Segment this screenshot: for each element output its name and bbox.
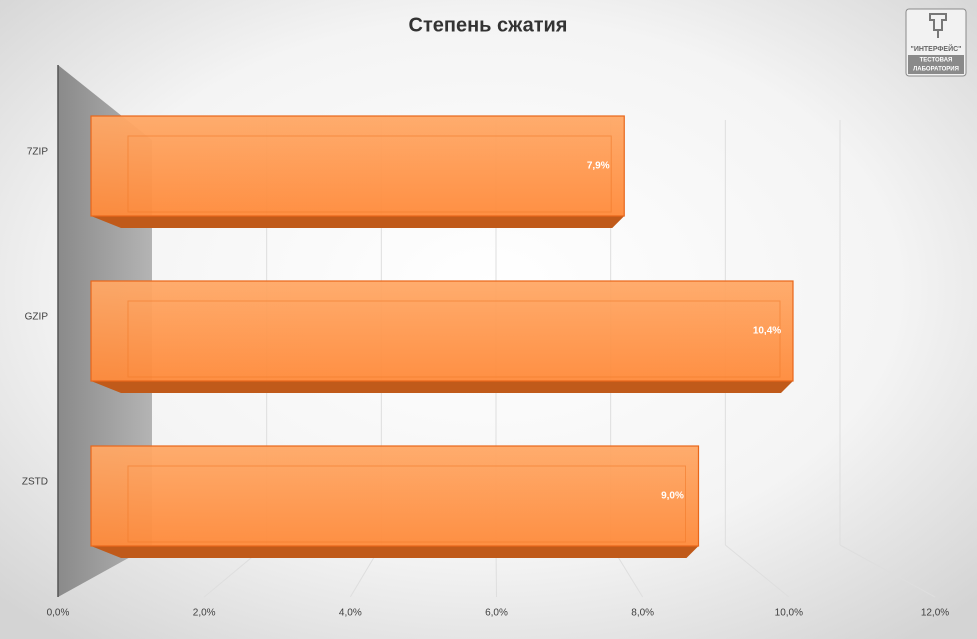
- x-tick-label: 8,0%: [631, 608, 654, 619]
- bar: [90, 280, 794, 382]
- x-tick-label: 0,0%: [47, 608, 70, 619]
- logo-icon: [929, 13, 947, 38]
- x-tick-label: 12,0%: [921, 608, 949, 619]
- bar-inner: [127, 465, 686, 543]
- bar: [90, 445, 700, 547]
- bar-inner: [127, 300, 781, 378]
- value-label: 9,0%: [661, 491, 684, 502]
- grid-line: [839, 544, 936, 598]
- grid-line: [725, 544, 790, 598]
- bar-inner: [127, 135, 612, 213]
- logo-line: ТЕСТОВАЯ: [920, 58, 953, 64]
- y-tick-label: GZIP: [25, 312, 49, 323]
- bar-depth: [91, 381, 793, 393]
- bar: [90, 115, 625, 217]
- x-tick-label: 6,0%: [485, 608, 508, 619]
- y-tick-label: ZSTD: [22, 477, 48, 488]
- x-tick-label: 4,0%: [339, 608, 362, 619]
- logo-line: ЛАБОРАТОРИЯ: [913, 67, 959, 73]
- chart-title: Степень сжатия: [409, 14, 568, 36]
- logo: "ИНТЕРФЕЙС" ТЕСТОВАЯ ЛАБОРАТОРИЯ: [905, 8, 967, 77]
- value-label: 10,4%: [753, 326, 781, 337]
- y-tick-label: 7ZIP: [27, 147, 48, 158]
- value-label: 7,9%: [587, 161, 610, 172]
- logo-brand: "ИНТЕРФЕЙС": [911, 44, 962, 53]
- x-tick-label: 2,0%: [193, 608, 216, 619]
- bar-depth: [91, 546, 699, 558]
- x-tick-label: 10,0%: [775, 608, 803, 619]
- bar-depth: [91, 216, 625, 228]
- logo-band: [908, 55, 964, 74]
